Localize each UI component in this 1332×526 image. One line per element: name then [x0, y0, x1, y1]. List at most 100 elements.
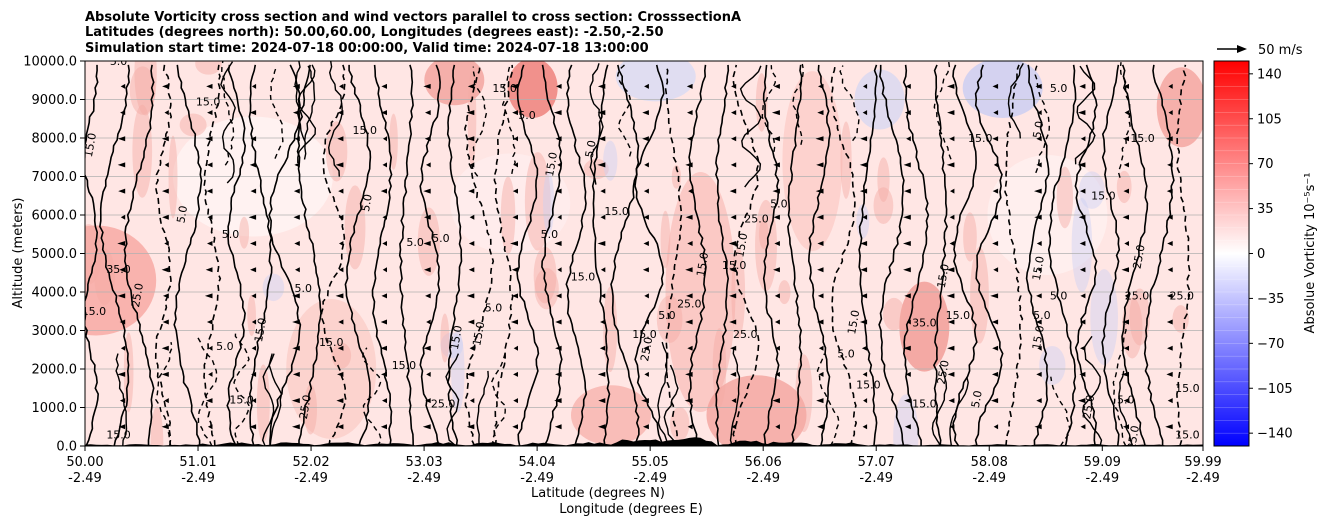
contour-label-60: 25.0	[1080, 394, 1097, 420]
wind-vector-14	[161, 424, 169, 430]
wind-vector-27	[162, 83, 169, 89]
shade-streak-26	[1079, 171, 1105, 209]
wind-vector-157	[599, 345, 606, 351]
contour-detail-2	[268, 353, 283, 446]
x-tick-lon-label-4: -2.49	[520, 471, 554, 486]
shade-streak-45	[85, 224, 102, 285]
wind-vector-132	[511, 267, 518, 273]
contour-label-9: 15.0	[252, 317, 269, 343]
shade-streak-27	[603, 286, 618, 373]
contour-detail-27	[663, 364, 679, 446]
wind-vector-244	[860, 267, 868, 273]
contour-line-30	[807, 64, 831, 446]
shade-streak-22	[1116, 170, 1132, 204]
contour-label-64: 15.0	[106, 428, 131, 441]
contour-label-29: 15.0	[632, 328, 657, 341]
wind-vector-279	[946, 83, 955, 89]
contour-label-38: 25.0	[733, 328, 758, 341]
wind-vector-259	[903, 241, 911, 246]
wind-vector-224	[817, 424, 824, 430]
wind-vector-5	[117, 293, 126, 299]
colorbar-tick-label-0: −140	[1257, 427, 1293, 442]
shade-streak-50	[467, 70, 477, 167]
contour-detail-35	[1034, 62, 1051, 174]
shade-streak-14	[331, 342, 352, 369]
wind-vector-262	[903, 162, 911, 168]
contour-line-11	[344, 64, 372, 446]
shade-streak-53	[150, 406, 164, 446]
wind-vector-68	[292, 110, 300, 116]
wind-vector-86	[381, 371, 387, 377]
shade-blob-13	[450, 153, 571, 254]
contour-label-3: 5.0	[174, 205, 190, 224]
wind-vector-189	[687, 241, 693, 246]
contour-label-2: 15.0	[196, 95, 221, 108]
wind-vector-309	[1078, 398, 1086, 404]
wind-vector-158	[600, 319, 606, 325]
wind-vector-231	[817, 241, 824, 246]
wind-vector-200	[729, 319, 737, 325]
shade-streak-23	[1172, 305, 1189, 333]
contour-label-14: 15.0	[353, 124, 378, 137]
contour-label-1: 5.0	[110, 55, 128, 68]
contour-label-26: 15.0	[571, 270, 596, 283]
wind-vector-53	[250, 136, 257, 142]
wind-vector-194	[687, 110, 693, 116]
contour-label-51: 15.0	[1030, 255, 1047, 281]
contour-line-23	[634, 64, 665, 446]
wind-vector-89	[381, 293, 387, 299]
wind-vector-159	[600, 293, 606, 299]
contour-line-21	[591, 64, 611, 446]
wind-vector-76	[338, 267, 344, 273]
contour-label-36: 15.0	[733, 232, 750, 258]
contour-line-33	[878, 64, 905, 446]
shade-streak-40	[603, 140, 618, 181]
wind-vector-116	[467, 319, 475, 325]
contour-line-19	[541, 64, 563, 446]
contour-label-59: 15.0	[1175, 382, 1200, 395]
wind-vector-8	[120, 214, 126, 220]
contour-detail-11	[949, 376, 969, 446]
wind-vector-335	[1123, 83, 1129, 89]
wind-vector-336	[1165, 424, 1173, 430]
contour-detail-17	[297, 64, 317, 163]
wind-vector-196	[731, 424, 737, 430]
contour-label-19: 25.0	[431, 398, 456, 411]
y-tick-label-10: 10000.0	[23, 55, 77, 70]
wind-vector-204	[730, 214, 737, 220]
wind-vector-271	[946, 293, 955, 299]
shade-streak-12	[1129, 288, 1150, 346]
y-tick-label-4: 4000.0	[32, 286, 78, 301]
contour-detail-7	[471, 66, 488, 177]
wind-vector-277	[949, 136, 955, 142]
contour-line-39	[1025, 64, 1050, 446]
shade-streak-17	[877, 157, 890, 203]
wind-vector-313	[1080, 293, 1086, 299]
wind-vector-131	[512, 293, 518, 299]
y-tick-label-8: 8000.0	[32, 132, 78, 147]
wind-vector-193	[687, 136, 693, 142]
wind-vector-215	[774, 293, 780, 299]
wind-vector-128	[513, 371, 518, 377]
wind-vector-72	[337, 371, 344, 377]
wind-vector-275	[950, 188, 955, 194]
wind-vector-273	[949, 241, 955, 246]
wind-vector-26	[164, 110, 169, 116]
wind-vector-288	[992, 214, 999, 220]
shade-streak-36	[1056, 166, 1074, 229]
wind-vector-79	[338, 188, 344, 194]
wind-vector-195	[686, 83, 693, 89]
wind-vector-308	[1080, 424, 1086, 430]
colorbar-tick-label-5: 35	[1257, 202, 1274, 217]
wind-vector-7	[117, 241, 126, 246]
wind-vector-207	[731, 136, 737, 142]
wind-vector-301	[1036, 241, 1042, 246]
wind-vector-174	[642, 267, 649, 273]
wind-vector-167	[597, 83, 606, 89]
wind-vector-54	[249, 110, 257, 116]
contour-detail-31	[1007, 63, 1024, 139]
shade-blob-15	[570, 385, 651, 446]
wind-vector-325	[1123, 345, 1129, 351]
contour-detail-20	[233, 330, 250, 446]
y-tick-label-0: 0.0	[56, 440, 77, 455]
